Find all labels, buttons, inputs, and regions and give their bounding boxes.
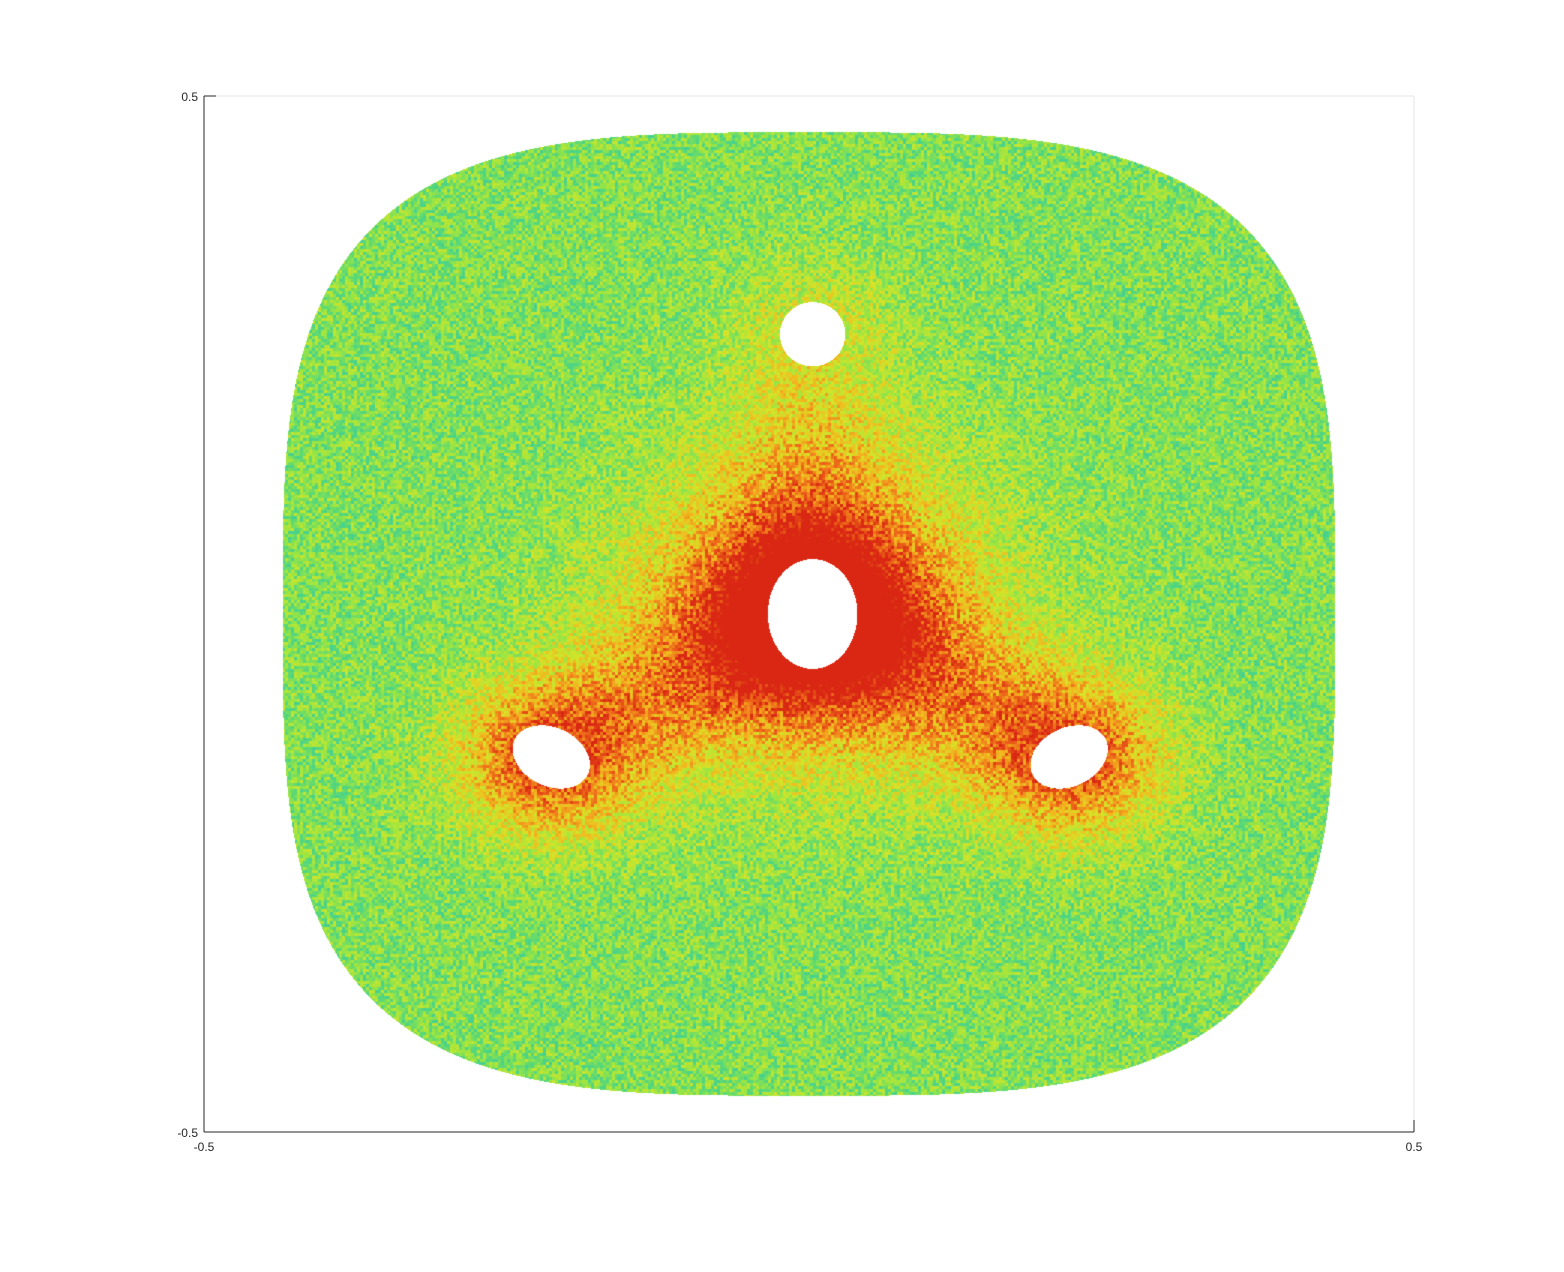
y-tick-label-top: 0.5 xyxy=(181,90,198,104)
y-tick-label-bottom: -0.5 xyxy=(177,1126,198,1140)
x-tick-label-left: -0.5 xyxy=(194,1140,215,1154)
x-tick-label-right: 0.5 xyxy=(1406,1140,1423,1154)
field-heatmap xyxy=(204,96,1414,1132)
